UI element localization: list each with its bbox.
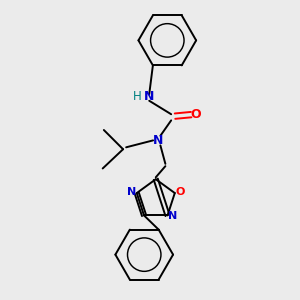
Text: N: N <box>152 134 163 147</box>
Text: N: N <box>144 90 154 103</box>
Text: N: N <box>127 187 136 197</box>
Text: N: N <box>168 211 177 221</box>
Text: O: O <box>175 187 184 197</box>
Text: H: H <box>133 90 142 103</box>
Text: O: O <box>191 108 202 121</box>
